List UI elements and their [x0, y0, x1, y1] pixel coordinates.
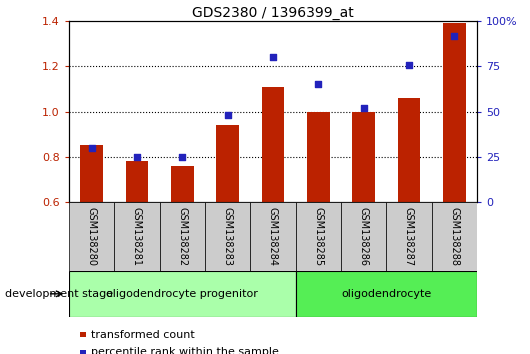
- Text: oligodendrocyte: oligodendrocyte: [341, 289, 431, 299]
- Bar: [443, 23, 466, 202]
- Point: [87, 145, 96, 150]
- Point: [314, 81, 323, 87]
- Point: [132, 154, 141, 160]
- Text: GSM138286: GSM138286: [359, 207, 369, 266]
- Bar: [80, 145, 103, 202]
- Bar: [296, 271, 477, 317]
- Bar: [80, 350, 86, 354]
- Bar: [69, 202, 114, 271]
- Text: GSM138283: GSM138283: [223, 207, 233, 266]
- Title: GDS2380 / 1396399_at: GDS2380 / 1396399_at: [192, 6, 354, 20]
- Point: [450, 33, 458, 39]
- Text: GSM138288: GSM138288: [449, 207, 460, 266]
- Text: development stage: development stage: [5, 289, 113, 299]
- Bar: [262, 87, 284, 202]
- Bar: [216, 125, 239, 202]
- Text: GSM138287: GSM138287: [404, 207, 414, 267]
- Point: [178, 154, 187, 160]
- Bar: [386, 202, 431, 271]
- Text: GSM138284: GSM138284: [268, 207, 278, 266]
- Text: GSM138280: GSM138280: [86, 207, 96, 266]
- Text: GSM138281: GSM138281: [132, 207, 142, 266]
- Point: [223, 112, 232, 118]
- Point: [405, 62, 413, 67]
- Text: oligodendrocyte progenitor: oligodendrocyte progenitor: [107, 289, 258, 299]
- Text: GSM138285: GSM138285: [313, 207, 323, 267]
- Text: GSM138282: GSM138282: [177, 207, 187, 267]
- Point: [359, 105, 368, 111]
- Bar: [126, 161, 148, 202]
- Bar: [431, 202, 477, 271]
- Bar: [307, 112, 330, 202]
- Bar: [250, 202, 296, 271]
- Bar: [69, 271, 296, 317]
- Bar: [205, 202, 250, 271]
- Bar: [341, 202, 386, 271]
- Bar: [352, 112, 375, 202]
- Bar: [171, 166, 193, 202]
- Bar: [296, 202, 341, 271]
- Bar: [114, 202, 160, 271]
- Bar: [160, 202, 205, 271]
- Point: [269, 55, 277, 60]
- Bar: [398, 98, 420, 202]
- Bar: [80, 332, 86, 337]
- Text: transformed count: transformed count: [91, 330, 195, 339]
- Text: percentile rank within the sample: percentile rank within the sample: [91, 347, 279, 354]
